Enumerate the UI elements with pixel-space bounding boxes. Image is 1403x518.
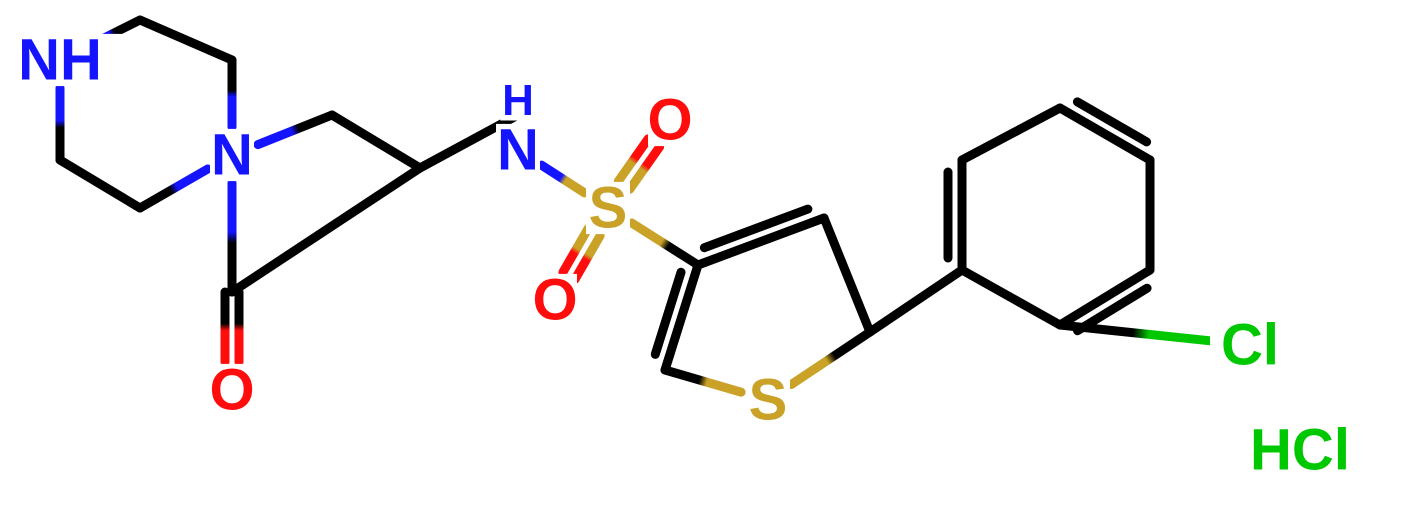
atom-label-o2: O (647, 88, 692, 153)
bond (791, 332, 870, 384)
bond (140, 169, 208, 208)
bond (542, 165, 585, 193)
atom-label-o1: O (209, 358, 254, 423)
bond (258, 115, 332, 145)
bond (962, 108, 1060, 160)
bond (140, 20, 232, 60)
bond (332, 115, 420, 168)
atom-label-n3: N (497, 118, 539, 183)
bond (962, 270, 1060, 325)
bond (824, 218, 870, 332)
bond (632, 223, 698, 265)
atom-label-s1: S (589, 176, 628, 241)
bond (870, 270, 962, 332)
bond (232, 168, 420, 292)
bond (60, 160, 140, 208)
atom-label-s2: S (749, 368, 788, 433)
molecule-canvas: NHNOHNSOOSClHCl (0, 0, 1403, 518)
atom-label-n1: NH (18, 28, 102, 93)
bond (1060, 325, 1222, 342)
atom-label-cl: Cl (1221, 313, 1279, 378)
atom-label-n2: N (211, 123, 253, 188)
atom-label-o3: O (532, 268, 577, 333)
bond (665, 370, 741, 392)
atom-label-hcl: HCl (1250, 418, 1350, 483)
